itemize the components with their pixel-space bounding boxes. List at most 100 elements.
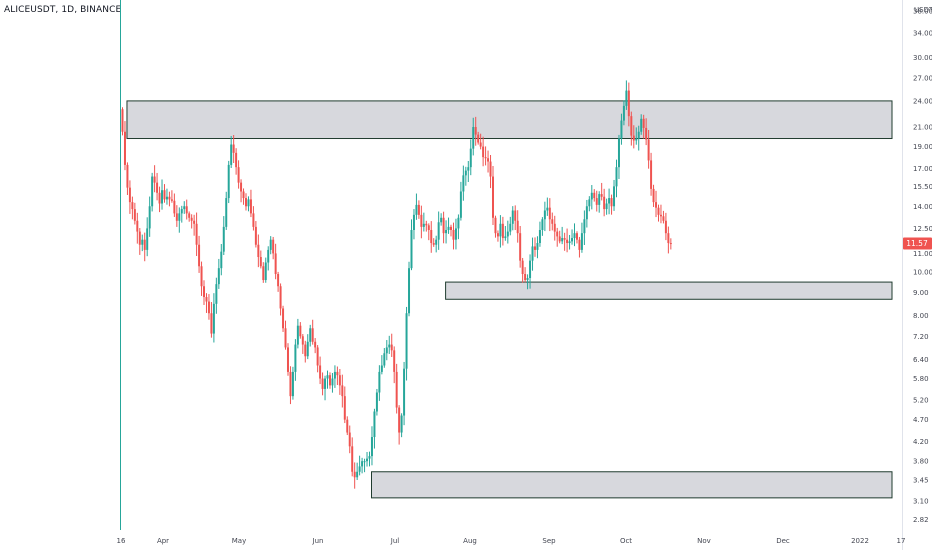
- candle-body: [383, 353, 386, 366]
- candle-body: [306, 341, 309, 357]
- candle-body: [309, 328, 312, 342]
- candle-body: [198, 244, 201, 267]
- candle-body: [203, 286, 206, 298]
- candle-body: [415, 204, 418, 215]
- y-tick-label: 14.00: [913, 203, 932, 211]
- candle-body: [454, 228, 457, 240]
- candle-body: [657, 207, 660, 215]
- candle-body: [180, 209, 183, 214]
- candle-body: [153, 176, 156, 183]
- candle-body: [368, 456, 371, 459]
- y-tick-label: 9.00: [913, 289, 929, 297]
- candle-body: [336, 371, 339, 376]
- candle-body: [435, 239, 438, 245]
- candle-body: [178, 213, 181, 221]
- candle-body: [146, 228, 149, 250]
- candle-body: [185, 206, 188, 214]
- candle-body: [558, 236, 561, 242]
- candle-body: [165, 196, 168, 200]
- candle-body: [556, 231, 559, 237]
- candle-body: [462, 175, 465, 192]
- currency-label: USDT: [914, 6, 932, 14]
- candle-body: [432, 243, 435, 245]
- candle-body: [370, 437, 373, 457]
- candle-body: [566, 239, 569, 244]
- last-price-label: 11.57: [906, 239, 928, 248]
- candle-body: [477, 134, 480, 143]
- candle-body: [161, 190, 164, 204]
- candle-body: [296, 325, 299, 345]
- candle-body: [403, 368, 406, 416]
- candle-body: [232, 144, 235, 153]
- candle-body: [193, 220, 196, 224]
- candle-body: [375, 392, 378, 412]
- candle-body: [652, 188, 655, 203]
- candle-body: [274, 253, 277, 275]
- candle-body: [326, 375, 329, 379]
- candle-body: [393, 350, 396, 372]
- candle-body: [519, 233, 522, 261]
- candle-body: [304, 344, 307, 357]
- candle-body: [173, 200, 176, 214]
- candle-body: [524, 274, 527, 281]
- candle-body: [269, 239, 272, 250]
- candle-body: [445, 229, 448, 234]
- candle-body: [598, 194, 601, 205]
- candle-body: [437, 222, 440, 240]
- candle-body: [521, 260, 524, 275]
- candle-body: [319, 365, 322, 379]
- candle-body: [207, 301, 210, 314]
- candle-body: [469, 148, 472, 168]
- zone-support-mid: [445, 281, 893, 300]
- candle-body: [212, 303, 215, 334]
- candle-body: [138, 231, 141, 245]
- candle-body: [561, 238, 564, 242]
- candle-body: [215, 284, 218, 304]
- x-tick-label: 17: [897, 537, 906, 545]
- candle-body: [645, 127, 648, 140]
- candle-body: [588, 199, 591, 207]
- candle-body: [578, 239, 581, 250]
- x-tick-label: 2022: [851, 537, 869, 545]
- candle-body: [543, 210, 546, 220]
- y-tick-label: 17.00: [913, 165, 932, 173]
- price-axis: 38.00 34.00 30.00 27.00 24.00 21.00 19.00 17.00…: [913, 8, 932, 524]
- candle-body: [156, 182, 159, 193]
- candle-body: [627, 90, 630, 117]
- x-tick-label: Dec: [776, 537, 790, 545]
- candle-body: [316, 347, 319, 366]
- candle-body: [170, 199, 173, 201]
- candle-body: [341, 385, 344, 397]
- candle-body: [546, 207, 549, 211]
- candle-body: [511, 210, 514, 224]
- last-price-layer: 11.57: [903, 237, 932, 250]
- y-tick-label: 2.82: [913, 516, 929, 524]
- candle-body: [380, 365, 383, 372]
- candle-body: [136, 220, 139, 232]
- candle-body: [390, 344, 393, 351]
- candle-body: [158, 192, 161, 204]
- candle-body: [514, 210, 517, 221]
- candle-body: [605, 203, 608, 210]
- candle-body: [551, 219, 554, 224]
- candle-body: [526, 278, 529, 281]
- candle-body: [499, 223, 502, 237]
- candle-body: [529, 260, 532, 279]
- candle-body: [353, 471, 356, 478]
- candle-body: [593, 192, 596, 199]
- candle-body: [252, 213, 255, 227]
- candle-body: [501, 223, 504, 239]
- candle-body: [563, 238, 566, 240]
- candle-body: [422, 223, 425, 227]
- candle-body: [299, 325, 302, 337]
- candle-body: [590, 192, 593, 200]
- x-tick-label: Aug: [463, 537, 477, 545]
- candle-body: [635, 138, 638, 141]
- y-tick-label: 11.00: [913, 250, 932, 258]
- candle-body: [408, 268, 411, 314]
- candle-body: [227, 164, 230, 199]
- x-tick-label: Jul: [390, 537, 400, 545]
- candle-body: [427, 225, 430, 230]
- candle-body: [659, 214, 662, 217]
